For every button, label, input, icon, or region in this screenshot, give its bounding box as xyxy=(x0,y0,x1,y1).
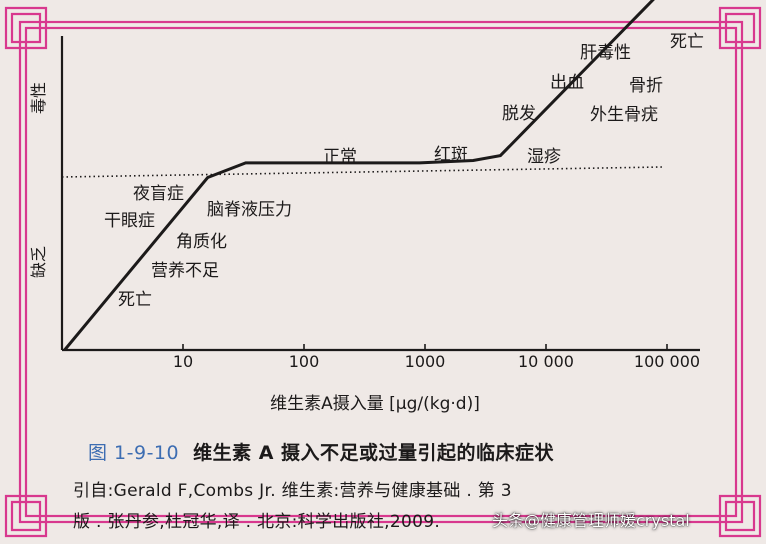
figure-number: 图 1-9-10 xyxy=(88,442,180,464)
annotation-erythema: 红斑 xyxy=(434,145,468,165)
figure-caption: 图 1-9-10 维生素 A 摄入不足或过量引起的临床症状 xyxy=(88,438,554,465)
x-tick-label: 1000 xyxy=(405,352,446,371)
annotation-night-blindness: 夜盲症 xyxy=(133,184,184,204)
watermark: 头条@健康管理师媛crystal xyxy=(492,511,690,530)
annotation-xerophthalmia: 干眼症 xyxy=(104,211,155,231)
x-tick-label: 100 000 xyxy=(634,352,700,371)
annotation-keratinization: 角质化 xyxy=(176,232,227,252)
y-label-toxicity: 毒性 xyxy=(29,82,48,114)
x-tick-label: 100 xyxy=(289,352,320,371)
annotation-death-high: 死亡 xyxy=(670,32,704,52)
source-line-1: 引自:Gerald F,Combs Jr. 维生素:营养与健康基础 . 第 3 xyxy=(73,481,512,501)
figure-title: 维生素 A 摄入不足或过量引起的临床症状 xyxy=(193,442,555,464)
annotation-csf-pressure: 脑脊液压力 xyxy=(207,200,292,220)
annotation-hair-loss: 脱发 xyxy=(502,104,536,124)
annotation-hepatotoxicity: 肝毒性 xyxy=(580,43,631,63)
x-axis-label: 维生素A摄入量 [μg/(kg·d)] xyxy=(270,394,480,414)
annotation-undernutrition: 营养不足 xyxy=(151,261,219,281)
annotation-hemorrhage: 出血 xyxy=(550,73,584,93)
annotation-normal: 正常 xyxy=(323,147,357,167)
y-label-deficiency: 缺乏 xyxy=(29,246,48,278)
annotation-eczema: 湿疹 xyxy=(527,147,561,167)
x-tick-label: 10 xyxy=(173,352,193,371)
annotation-exostosis: 外生骨疣 xyxy=(590,105,658,125)
annotation-death-low: 死亡 xyxy=(118,290,152,310)
x-tick-label: 10 000 xyxy=(518,352,574,371)
symptom-curve xyxy=(63,0,655,351)
reference-dotted-line xyxy=(61,166,663,178)
annotation-fracture: 骨折 xyxy=(629,76,663,96)
source-line-2: 版 . 张丹参,杜冠华,译 . 北京:科学出版社,2009. xyxy=(73,512,441,532)
